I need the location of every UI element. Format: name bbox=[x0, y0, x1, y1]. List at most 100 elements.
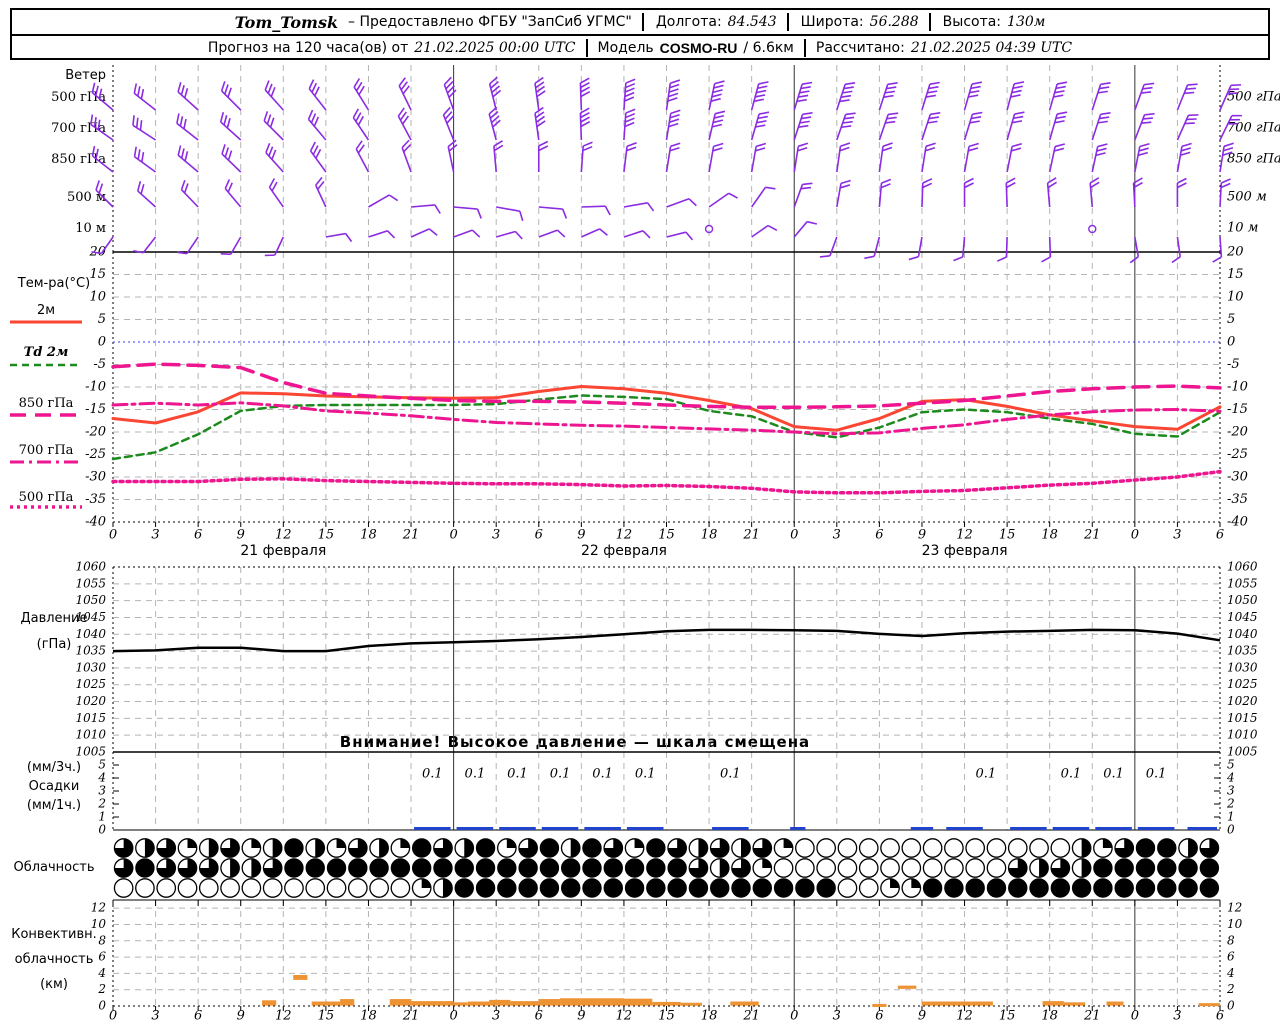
convective-ytick-right: 6 bbox=[1227, 950, 1235, 964]
pressure-ytick-right: 1010 bbox=[1227, 728, 1258, 742]
cloud-cover-icon bbox=[901, 838, 922, 858]
hour-label-temp-axis: 9 bbox=[918, 528, 926, 543]
wind-barb-icon bbox=[665, 79, 681, 111]
calm-wind-icon bbox=[704, 224, 714, 234]
precip-ytick-left: 0 bbox=[98, 823, 106, 837]
wind-barb-icon bbox=[836, 112, 856, 141]
cloud-cover-icon bbox=[177, 858, 198, 878]
hour-label-bottom-axis: 3 bbox=[1173, 1009, 1181, 1024]
wind-barb-icon bbox=[353, 78, 370, 111]
header-separator bbox=[803, 39, 806, 57]
cloud-cover-icon bbox=[603, 858, 623, 878]
cloud-cover-icon bbox=[603, 878, 623, 898]
cloud-cover-fill bbox=[1081, 838, 1091, 858]
longitude-value: 84.543 bbox=[727, 14, 777, 30]
hour-label-bottom-axis: 15 bbox=[999, 1009, 1016, 1024]
legend-line-t2m bbox=[10, 320, 82, 324]
cloud-cover-fill bbox=[114, 858, 133, 878]
cloud-cover-icon bbox=[582, 858, 602, 878]
cloud-cover-icon bbox=[369, 858, 389, 878]
wind-barb-icon bbox=[878, 82, 898, 111]
cloud-cover-icon bbox=[262, 858, 283, 878]
pressure-ytick-left: 1025 bbox=[75, 677, 106, 691]
cloud-cover-icon bbox=[433, 838, 453, 858]
wind-barb-icon bbox=[750, 81, 769, 111]
wind-barb-icon bbox=[493, 140, 504, 173]
wind-barb-icon bbox=[268, 178, 284, 208]
wind-barb-icon bbox=[176, 113, 199, 141]
temp-ytick-left: -20 bbox=[85, 425, 106, 440]
wind-barb-icon bbox=[352, 108, 370, 141]
wind-barb-icon bbox=[264, 236, 285, 257]
cloud-cover-fill bbox=[144, 838, 155, 858]
cloud-cover-icon bbox=[752, 878, 772, 898]
precip-amount-label: 0.1 bbox=[1146, 767, 1167, 782]
hour-label-temp-axis: 6 bbox=[194, 528, 202, 543]
legend-line-500hpa bbox=[10, 505, 82, 509]
hour-label-temp-axis: 9 bbox=[577, 528, 585, 543]
cloud-axis-label: Облачность bbox=[13, 860, 95, 875]
cloud-cover-icon bbox=[965, 838, 986, 858]
cloud-cover-fill bbox=[783, 838, 793, 848]
cloud-cover-icon bbox=[1157, 838, 1177, 858]
cloud-cover-fill bbox=[1102, 838, 1113, 848]
temp-series-700-гПа bbox=[111, 401, 1222, 436]
cloud-cover-icon bbox=[135, 858, 155, 878]
cloud-cover-fill bbox=[762, 858, 772, 868]
hour-label-temp-axis: 0 bbox=[1131, 528, 1139, 543]
cloud-cover-icon bbox=[816, 878, 836, 898]
wind-barb-icon bbox=[315, 176, 327, 208]
hour-label-bottom-axis: 12 bbox=[275, 1009, 292, 1024]
model-label: Модель bbox=[597, 40, 654, 56]
precip-bar bbox=[1052, 827, 1090, 830]
hour-label-temp-axis: 15 bbox=[999, 528, 1016, 543]
cloud-cover-icon bbox=[752, 838, 773, 858]
pressure-ytick-right: 1030 bbox=[1227, 660, 1258, 674]
convective-cloud-bar bbox=[921, 1001, 972, 1006]
precip-unit-3h-label: (мм/3ч.) bbox=[26, 760, 82, 775]
cloud-cover-icon bbox=[326, 878, 347, 898]
wind-barb-icon bbox=[537, 140, 549, 172]
pressure-ytick-left: 1060 bbox=[75, 560, 106, 574]
convective-ytick-right: 0 bbox=[1227, 999, 1235, 1013]
temp-ytick-right: 10 bbox=[1227, 290, 1244, 305]
wind-barb-icon bbox=[793, 220, 818, 238]
cloud-cover-fill bbox=[230, 858, 240, 878]
cloud-cover-icon bbox=[922, 858, 943, 878]
convective-ytick-left: 12 bbox=[91, 901, 106, 915]
convective-cloud-bar bbox=[872, 1003, 887, 1007]
temp-ytick-left: -10 bbox=[85, 380, 106, 395]
cloud-cover-icon bbox=[561, 858, 581, 878]
hour-label-temp-axis: 18 bbox=[360, 528, 377, 543]
cloud-cover-fill bbox=[890, 878, 900, 888]
cloud-cover-icon bbox=[752, 858, 773, 878]
header-separator bbox=[641, 13, 644, 31]
wind-barb-icon bbox=[1006, 143, 1022, 173]
cloud-cover-icon bbox=[475, 878, 496, 898]
cloud-cover-icon bbox=[518, 878, 538, 898]
cloud-cover-icon bbox=[496, 838, 517, 858]
convective-cloud-bar bbox=[971, 1001, 993, 1006]
temp-ytick-right: -40 bbox=[1227, 515, 1248, 530]
temp-ytick-left: -15 bbox=[85, 402, 106, 417]
pressure-ytick-right: 1055 bbox=[1227, 576, 1258, 590]
pressure-ytick-right: 1040 bbox=[1227, 627, 1258, 641]
convective-cloud-bar bbox=[467, 1001, 490, 1006]
hour-label-temp-axis: 21 bbox=[742, 528, 760, 543]
wind-level-500m: 500 м bbox=[66, 190, 106, 205]
cloud-cover-icon bbox=[1157, 858, 1177, 878]
wind-barb-icon bbox=[921, 142, 936, 173]
wind-barb-icon bbox=[368, 230, 396, 239]
cloud-cover-icon bbox=[1199, 838, 1220, 858]
cloud-cover-icon bbox=[284, 878, 304, 898]
wind-barb-icon bbox=[963, 142, 979, 173]
temp-ytick-left: -30 bbox=[85, 470, 106, 485]
cloud-cover-fill bbox=[753, 838, 772, 858]
legend-line-850hpa bbox=[10, 413, 82, 417]
wind-barb-icon bbox=[265, 143, 284, 173]
cloud-cover-icon bbox=[944, 878, 964, 898]
precip-amount-label: 0.1 bbox=[1103, 767, 1124, 782]
calm-wind-icon bbox=[1088, 224, 1097, 234]
wind-barb-icon bbox=[793, 182, 813, 208]
calculated-time-value: 21.02.2025 04:39 UTC bbox=[910, 40, 1073, 56]
